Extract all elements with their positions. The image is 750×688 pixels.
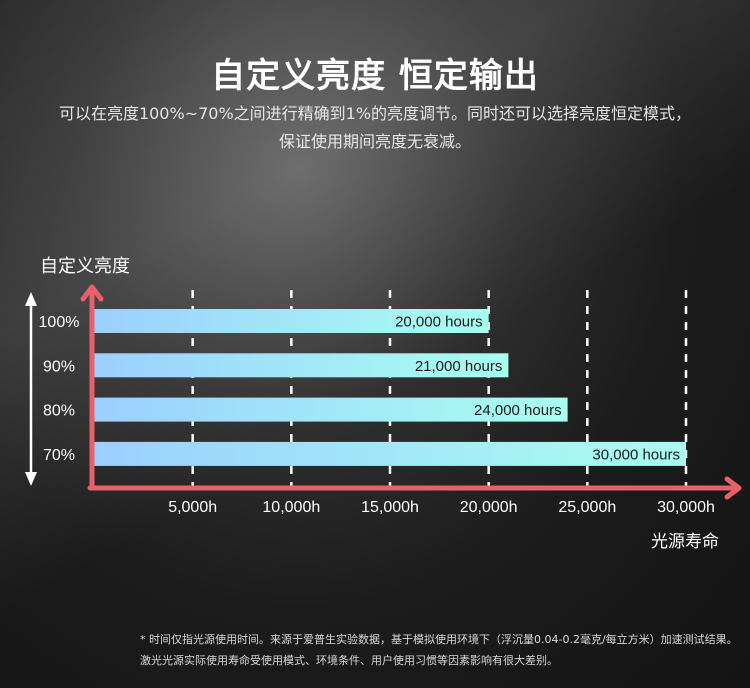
bar-value-label: 21,000 hours xyxy=(415,358,503,375)
bar-1 xyxy=(94,353,509,378)
bar-value-label: 24,000 hours xyxy=(474,402,562,419)
x-tick-label: 20,000h xyxy=(460,499,518,516)
y-axis-label: 自定义亮度 xyxy=(40,256,130,277)
page-subtitle: 可以在亮度100%~70%之间进行精确到1%的亮度调节。同时还可以选择亮度恒定模… xyxy=(58,104,692,151)
x-tick-label: 10,000h xyxy=(262,499,320,516)
bar-value-label: 20,000 hours xyxy=(395,314,483,331)
page-title: 自定义亮度 恒定输出 xyxy=(211,56,539,96)
bar-0 xyxy=(94,309,489,333)
x-tick-label: 5,000h xyxy=(168,499,217,516)
category-label: 80% xyxy=(43,403,75,420)
x-axis-label: 光源寿命 xyxy=(651,532,719,552)
arrow-down-icon xyxy=(25,472,37,486)
category-label: 70% xyxy=(43,447,75,464)
bar-value-label: 30,000 hours xyxy=(592,446,680,463)
y-axis-arrow-icon xyxy=(80,284,104,302)
x-axis-arrow-icon xyxy=(724,476,742,500)
x-tick-label: 25,000h xyxy=(558,499,616,516)
arrow-up-icon xyxy=(25,292,37,306)
footnote: * 时间仅指光源使用时间。来源于爱普生实验数据，基于模拟使用环境下（浮沉量0.0… xyxy=(140,633,738,667)
bar-3 xyxy=(94,441,686,466)
x-tick-label: 15,000h xyxy=(361,499,419,516)
category-label: 100% xyxy=(39,314,80,331)
bar-2 xyxy=(94,397,568,422)
x-tick-label: 30,000h xyxy=(657,499,715,516)
category-label: 90% xyxy=(43,358,75,375)
